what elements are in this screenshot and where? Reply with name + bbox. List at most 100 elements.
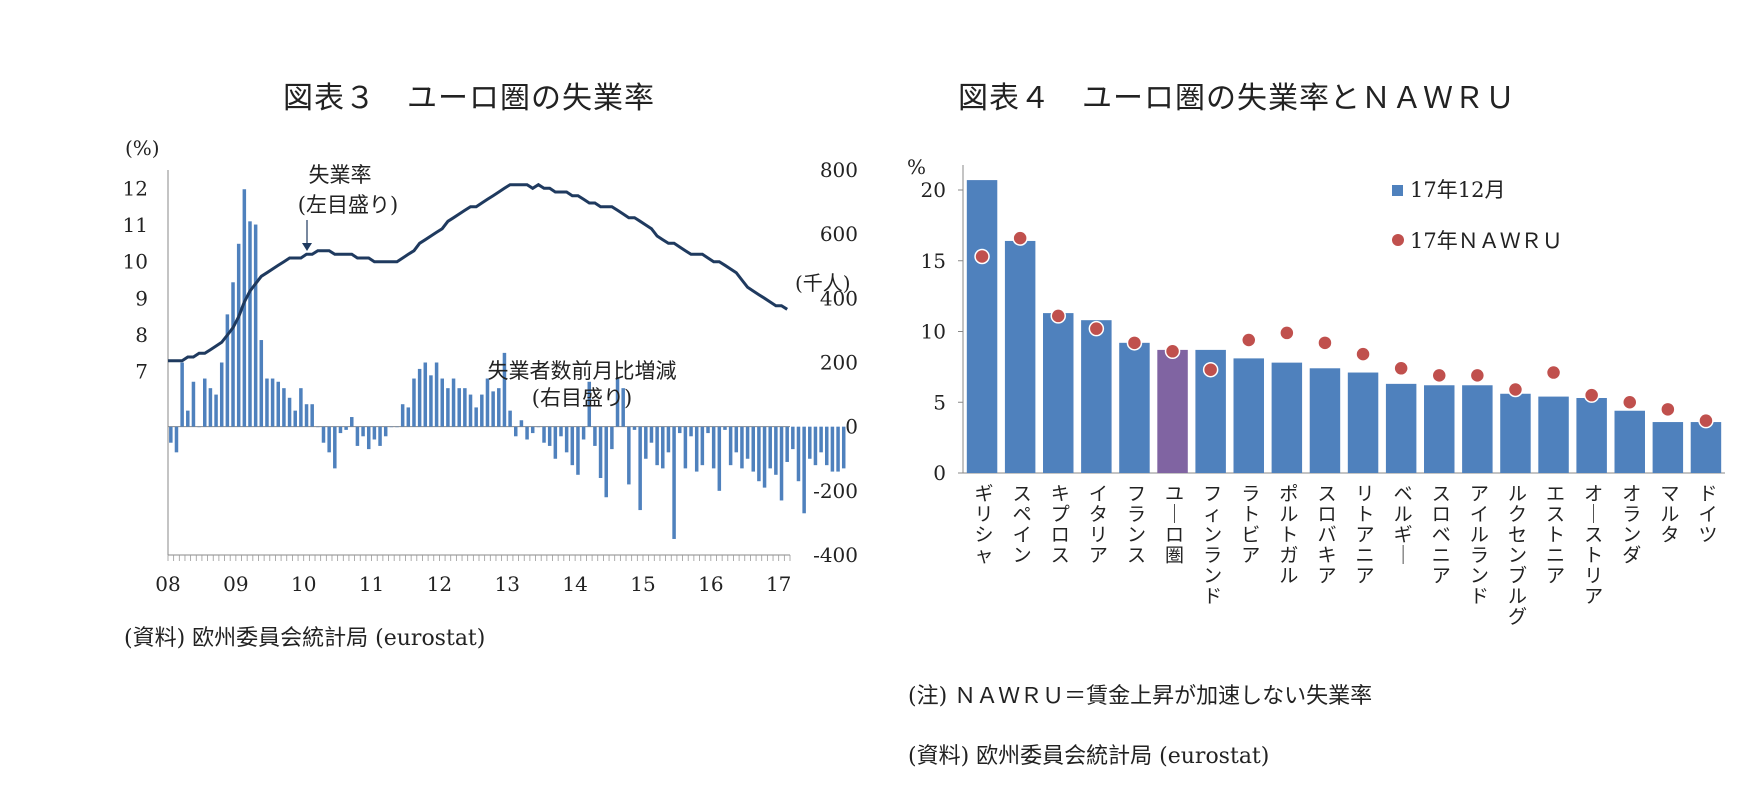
fig3-bar xyxy=(440,378,444,427)
fig3-right-tick-800: 800 xyxy=(820,158,858,182)
fig4-bar-18 xyxy=(1652,422,1684,473)
fig3-line-label-sub: (左目盛り) xyxy=(298,193,398,217)
fig3-bar xyxy=(316,426,320,428)
fig4-category-3: イタリア xyxy=(1089,483,1108,567)
fig3-bar xyxy=(740,426,744,469)
fig4-category-15: エストニア xyxy=(1546,483,1565,587)
fig3-bar xyxy=(559,426,563,437)
fig4-y-tick-10: 10 xyxy=(921,320,946,344)
fig3-line-label: 失業率 xyxy=(309,163,372,187)
fig4-bar-7 xyxy=(1233,358,1264,473)
fig3-bar xyxy=(208,388,213,427)
fig3-bar xyxy=(661,426,665,469)
fig3-x-tick-15: 15 xyxy=(630,572,655,596)
legend-dot-label: 17年ＮＡＷＲＵ xyxy=(1410,229,1563,253)
fig3-bar xyxy=(361,426,365,437)
fig3-bar xyxy=(310,404,314,427)
fig3-bar xyxy=(412,378,416,427)
fig3-left-tick-7: 7 xyxy=(135,360,148,384)
fig3-x-tick-10: 10 xyxy=(291,572,316,596)
fig3-bar xyxy=(293,410,297,427)
fig4-nawru-dot-15 xyxy=(1545,364,1562,381)
fig3-bar xyxy=(700,426,705,466)
fig3-bar xyxy=(774,426,778,475)
fig3-bar xyxy=(706,426,710,434)
fig4-title: 図表４ ユーロ圏の失業率とＮＡＷＲＵ xyxy=(958,81,1516,116)
fig3-bar xyxy=(468,394,473,427)
fig4-bar-19 xyxy=(1690,422,1722,473)
fig3-bar xyxy=(197,426,201,428)
fig4-y-unit: % xyxy=(907,155,926,179)
fig3-bar xyxy=(389,426,394,428)
fig4-bar-3 xyxy=(1081,320,1112,473)
fig3-bar xyxy=(485,378,490,427)
legend-bar-swatch xyxy=(1392,185,1403,196)
fig3-bar xyxy=(203,378,207,427)
fig3-bar xyxy=(677,426,682,434)
fig3-bar xyxy=(350,417,354,427)
fig4-category-13: アイルランド xyxy=(1470,483,1489,608)
fig3-bar xyxy=(231,282,235,427)
fig3-left-tick-12: 12 xyxy=(123,176,148,200)
fig3-x-tick-09: 09 xyxy=(223,572,248,596)
fig4-bar-12 xyxy=(1424,385,1455,473)
fig3-bar xyxy=(638,426,642,511)
fig3-bar xyxy=(570,426,575,466)
fig3-bar xyxy=(593,426,597,446)
fig3-chart: (%) (千人) 12 11 10 9 8 7 800 600 400 200 0 -200 -400… xyxy=(123,136,858,596)
fig3-right-unit: (千人) xyxy=(795,271,851,295)
fig3-source: (資料) 欧州委員会統計局 (eurostat) xyxy=(124,626,486,651)
fig3-bar xyxy=(355,426,360,446)
fig4-bar-1 xyxy=(1004,240,1036,473)
fig3-bar xyxy=(644,426,648,459)
fig3-bar xyxy=(717,426,722,491)
fig3-bar xyxy=(378,426,382,446)
fig4-bar-4 xyxy=(1119,342,1150,473)
fig4-bar-9 xyxy=(1309,368,1341,473)
fig4-bar-10 xyxy=(1347,372,1379,473)
fig3-bar xyxy=(694,426,699,472)
fig4-bar-0 xyxy=(966,180,998,473)
fig4-nawru-dot-10 xyxy=(1355,346,1371,362)
fig3-bar xyxy=(174,426,179,453)
fig4-nawru-dot-19 xyxy=(1698,412,1714,429)
fig4-category-4: フランス xyxy=(1127,483,1146,567)
fig3-bar xyxy=(253,224,258,427)
fig3-bar xyxy=(423,362,428,427)
fig4-category-0: ギリシャ xyxy=(975,483,994,567)
fig3-bar xyxy=(615,378,620,427)
fig3-bar xyxy=(259,340,264,427)
fig4-bar-15 xyxy=(1538,396,1569,473)
fig3-bar xyxy=(745,426,750,459)
fig3-bar xyxy=(395,426,399,428)
fig3-right-tick-400: 400 xyxy=(820,286,858,310)
fig3-bar xyxy=(825,426,829,466)
fig4-category-14: ルクセンブルグ xyxy=(1508,483,1527,628)
fig3-unemployment-line xyxy=(168,182,789,363)
fig3-bar xyxy=(417,368,422,427)
fig3-bar xyxy=(242,189,247,427)
fig4-category-7: ラトビア xyxy=(1241,483,1260,567)
fig3-x-tick-08: 08 xyxy=(155,572,180,596)
fig4-category-8: ポルトガル xyxy=(1279,483,1298,587)
fig4-bar-17 xyxy=(1614,410,1645,473)
fig4-category-6: フィンランド xyxy=(1203,483,1222,608)
fig4-y-tick-20: 20 xyxy=(921,178,946,202)
fig4-nawru-dot-3 xyxy=(1088,320,1105,337)
legend-bar-label: 17年12月 xyxy=(1410,178,1505,202)
fig3-bar xyxy=(796,426,801,482)
fig3-left-tick-8: 8 xyxy=(135,323,148,347)
fig3-bar xyxy=(304,404,309,427)
fig3-bar xyxy=(836,426,840,472)
fig4-bar-14 xyxy=(1500,393,1531,473)
fig3-bar xyxy=(248,221,252,427)
fig3-bar xyxy=(819,426,823,453)
fig4-nawru-dot-18 xyxy=(1660,401,1676,418)
fig3-x-tick-16: 16 xyxy=(698,572,723,596)
fig4-nawru-dot-7 xyxy=(1241,332,1257,348)
fig4-nawru-dot-8 xyxy=(1279,325,1295,341)
fig3-bar xyxy=(547,426,552,446)
fig3-bar xyxy=(779,426,784,501)
fig3-bar xyxy=(400,404,405,427)
fig3-bar xyxy=(587,381,592,427)
